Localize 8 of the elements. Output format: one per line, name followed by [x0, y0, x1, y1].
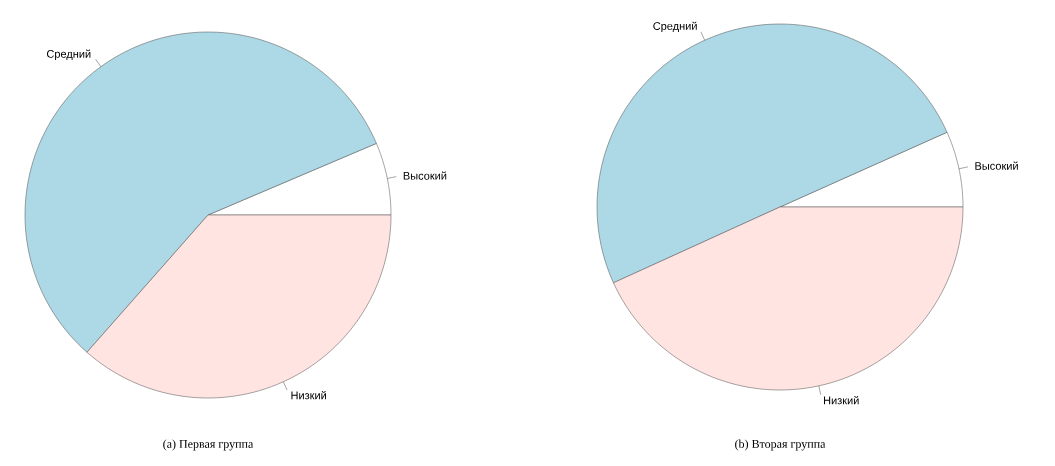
- slice-label: Средний: [653, 21, 697, 33]
- slice-label: Низкий: [824, 396, 859, 405]
- slice-label: Высокий: [975, 161, 1018, 170]
- text: (a) Первая группа: [163, 439, 254, 451]
- slice-label: Низкий: [291, 391, 327, 400]
- slice-label: Высокий: [403, 171, 447, 180]
- slice-label: Средний: [46, 49, 91, 60]
- text: (b) Вторая группа: [735, 439, 826, 451]
